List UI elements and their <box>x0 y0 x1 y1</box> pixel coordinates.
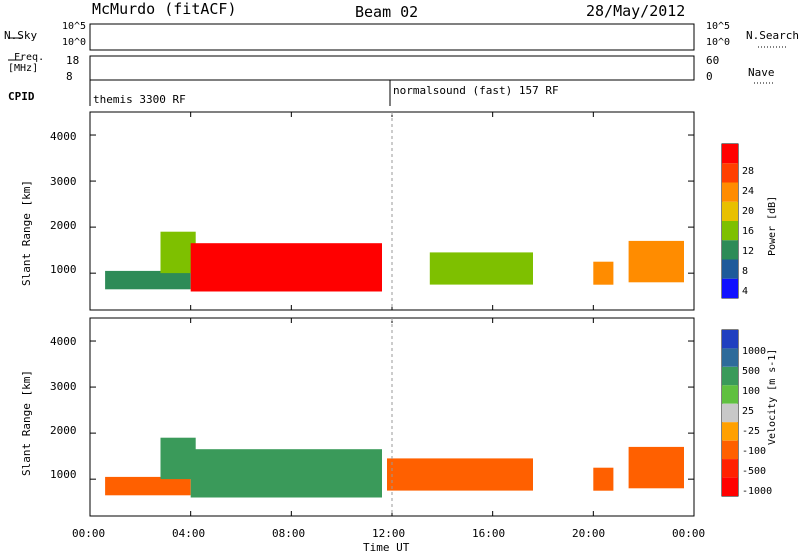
cpid-segment-2: normalsound (fast) 157 RF <box>393 84 559 97</box>
velocity-region-5 <box>628 446 684 489</box>
vel-tick-m100: -100 <box>742 446 767 457</box>
vel-tick-m500: -500 <box>742 466 767 477</box>
date-title: 28/May/2012 <box>586 2 686 20</box>
vel-tick-m25: -25 <box>742 426 761 437</box>
nsky-tick-bottom: 10^0 <box>62 37 87 48</box>
velocity-colorbar-swatch-7 <box>722 459 738 478</box>
power-colorbar-swatch-3 <box>722 201 738 222</box>
vel-ytick-4000: 4000 <box>50 335 77 348</box>
power-tick-28: 28 <box>742 166 755 177</box>
freq-tick-top: 18 <box>66 54 80 67</box>
power-colorbar-swatch-1 <box>722 163 738 183</box>
vel-tick-1000: 1000 <box>742 346 767 357</box>
power-colorbar-swatch-5 <box>722 240 738 260</box>
xtick-0000: 00:00 <box>72 527 106 540</box>
power-colorbar-swatch-0 <box>722 144 738 164</box>
xtick-2000: 20:00 <box>572 527 606 540</box>
xtick-1600: 16:00 <box>472 527 506 540</box>
velocity-region-3 <box>387 458 533 491</box>
power-tick-16: 16 <box>742 226 755 237</box>
nsky-label: N.Sky <box>4 29 38 42</box>
velocity-colorbar-swatch-3 <box>722 385 738 404</box>
power-region-4 <box>593 261 614 285</box>
cpid-label: CPID <box>8 90 35 103</box>
power-ytick-2000: 2000 <box>50 219 77 232</box>
beam-title: Beam 02 <box>355 3 419 21</box>
velocity-colorbar-swatch-8 <box>722 477 738 496</box>
vel-tick-100: 100 <box>742 386 761 397</box>
nsearch-tick-top: 10^5 <box>706 21 731 32</box>
vel-ytick-3000: 3000 <box>50 380 77 393</box>
nave-label: Nave <box>748 66 775 79</box>
power-tick-24: 24 <box>742 186 755 197</box>
xtick-2400: 00:00 <box>672 527 706 540</box>
xtick-0800: 08:00 <box>272 527 306 540</box>
power-tick-4: 4 <box>742 286 749 297</box>
power-tick-8: 8 <box>742 266 749 277</box>
velocity-region-0 <box>105 476 191 496</box>
velocity-region-1 <box>160 437 196 480</box>
velocity-colorbar-swatch-4 <box>722 403 738 423</box>
power-region-1 <box>160 231 196 274</box>
x-axis-label: Time UT <box>363 541 410 554</box>
power-tick-12: 12 <box>742 246 755 257</box>
vel-ytick-1000: 1000 <box>50 468 77 481</box>
velocity-colorbar-swatch-6 <box>722 440 738 460</box>
power-region-0 <box>105 270 191 290</box>
nsearch-tick-bottom: 10^0 <box>706 37 731 48</box>
chart-marks <box>89 112 738 516</box>
power-colorbar-swatch-2 <box>722 182 738 202</box>
vel-tick-25: 25 <box>742 406 755 417</box>
velocity-colorbar-swatch-2 <box>722 366 738 386</box>
freq-unit-label: [MHz] <box>8 63 39 74</box>
vel-ytick-2000: 2000 <box>50 424 77 437</box>
vel-tick-500: 500 <box>742 366 761 377</box>
nsky-tick-top: 10^5 <box>62 21 87 32</box>
freq-frame <box>89 55 695 81</box>
nave-tick-bottom: 0 <box>706 70 713 83</box>
velocity-region-2 <box>190 449 382 498</box>
power-region-2 <box>190 243 382 292</box>
velocity-colorbar-swatch-0 <box>722 330 738 349</box>
station-title: McMurdo (fitACF) <box>92 0 237 18</box>
nave-tick-top: 60 <box>706 54 720 67</box>
nsearch-label: N.Search <box>746 29 799 42</box>
power-region-3 <box>429 252 533 285</box>
freq-tick-bottom: 8 <box>66 70 73 83</box>
cpid-segment-1: themis 3300 RF <box>93 93 186 106</box>
vel-tick-m1000: -1000 <box>742 486 773 497</box>
power-ytick-4000: 4000 <box>50 130 77 143</box>
velocity-region-4 <box>593 467 614 491</box>
power-ytick-1000: 1000 <box>50 263 77 276</box>
velocity-colorbar-swatch-1 <box>722 348 738 367</box>
velocity-colorbar-swatch-5 <box>722 422 738 441</box>
power-colorbar-swatch-6 <box>722 259 738 279</box>
xtick-1200: 12:00 <box>372 527 406 540</box>
power-colorbar-swatch-4 <box>722 221 738 241</box>
freq-label: Freq. <box>14 52 45 63</box>
xtick-0400: 04:00 <box>172 527 206 540</box>
power-colorbar-swatch-7 <box>722 278 738 299</box>
nsky-frame <box>89 23 695 51</box>
power-tick-20: 20 <box>742 206 755 217</box>
power-region-5 <box>628 240 684 283</box>
power-ytick-3000: 3000 <box>50 175 77 188</box>
